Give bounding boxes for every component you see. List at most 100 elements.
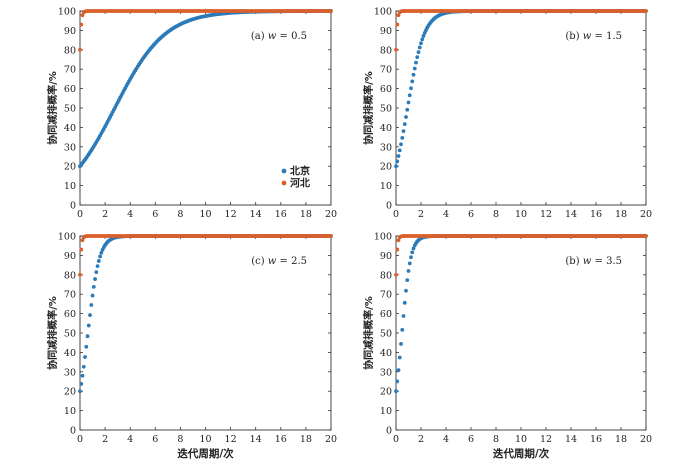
y-tick-label: 10 <box>64 181 76 192</box>
x-tick-label: 20 <box>325 434 337 445</box>
data-point <box>394 389 398 394</box>
y-tick-label: 50 <box>64 104 76 115</box>
y-tick-label: 40 <box>380 123 392 134</box>
x-tick-label: 2 <box>418 434 424 445</box>
panel-annotation: (c) w = 2.5 <box>251 256 307 267</box>
x-tick-label: 4 <box>127 434 133 445</box>
data-point <box>98 254 102 259</box>
data-point <box>409 255 413 260</box>
data-point <box>395 379 400 384</box>
data-point <box>406 100 411 105</box>
data-point <box>78 272 82 277</box>
data-point <box>81 364 86 369</box>
x-tick-label: 4 <box>443 434 449 445</box>
y-axis-label: 协同减排概率/% <box>46 71 59 145</box>
x-tick-label: 2 <box>102 209 108 220</box>
y-tick-label: 50 <box>380 104 392 115</box>
y-tick-label: 80 <box>64 270 76 281</box>
y-axis-label: 协同减排概率/% <box>46 296 59 370</box>
x-tick-label: 12 <box>540 434 552 445</box>
data-point <box>416 50 421 54</box>
y-tick-label: 60 <box>380 309 392 320</box>
y-axis-label: 协同减排概率/% <box>362 71 375 145</box>
y-tick-label: 10 <box>380 181 392 192</box>
legend-marker <box>281 180 287 186</box>
y-tick-label: 70 <box>64 65 76 76</box>
y-tick-label: 70 <box>380 65 392 76</box>
y-tick-label: 60 <box>380 84 392 95</box>
y-tick-label: 100 <box>374 232 392 243</box>
y-tick-label: 100 <box>58 232 76 243</box>
x-axis-label: 迭代周期/次 <box>177 447 234 460</box>
y-tick-label: 0 <box>70 201 76 212</box>
data-point <box>80 13 85 18</box>
x-tick-label: 14 <box>250 209 262 220</box>
data-point <box>397 355 402 360</box>
x-tick-label: 12 <box>540 209 552 220</box>
x-tick-label: 20 <box>640 434 652 445</box>
legend-marker <box>281 168 287 174</box>
data-point <box>96 259 101 263</box>
x-tick-label: 8 <box>177 209 183 220</box>
data-point <box>79 382 84 386</box>
panel-annotation: (b) w = 1.5 <box>565 31 622 42</box>
data-point <box>404 115 408 119</box>
data-point <box>407 93 412 98</box>
data-point <box>83 355 87 359</box>
data-point <box>395 247 400 252</box>
data-point <box>402 122 407 127</box>
data-point <box>401 314 406 318</box>
data-point <box>399 142 403 147</box>
y-tick-label: 40 <box>64 348 76 359</box>
x-tick-label: 14 <box>250 434 262 445</box>
data-point <box>405 278 410 282</box>
data-point <box>421 34 426 38</box>
x-tick-label: 6 <box>468 434 474 445</box>
x-tick-label: 10 <box>199 209 211 220</box>
x-tick-label: 8 <box>493 434 499 445</box>
y-tick-label: 20 <box>64 162 76 173</box>
data-point <box>86 323 91 328</box>
data-point <box>394 272 398 277</box>
y-tick-label: 30 <box>64 367 76 378</box>
x-tick-label: 0 <box>77 434 83 445</box>
data-point <box>394 164 398 169</box>
data-point <box>395 159 400 164</box>
legend-label: 北京 <box>290 165 310 178</box>
y-tick-label: 50 <box>64 329 76 340</box>
panel-annotation: (a) w = 0.5 <box>251 31 307 42</box>
y-tick-label: 70 <box>64 290 76 301</box>
series-hebei <box>78 9 333 52</box>
y-tick-label: 10 <box>380 406 392 417</box>
data-point <box>409 86 413 91</box>
x-tick-label: 0 <box>77 209 83 220</box>
x-tick-label: 20 <box>640 209 652 220</box>
y-tick-label: 100 <box>58 7 76 18</box>
x-tick-label: 18 <box>300 209 312 220</box>
x-tick-label: 0 <box>393 209 399 220</box>
x-tick-label: 10 <box>515 434 527 445</box>
data-point <box>396 368 401 373</box>
data-point <box>396 154 401 158</box>
data-point <box>80 373 85 378</box>
y-tick-label: 70 <box>380 290 392 301</box>
y-tick-label: 40 <box>64 123 76 134</box>
data-point <box>78 389 82 394</box>
x-tick-label: 18 <box>300 434 312 445</box>
x-tick-label: 4 <box>127 209 133 220</box>
data-point <box>395 22 400 27</box>
x-tick-label: 16 <box>275 209 287 220</box>
data-point <box>85 334 90 339</box>
series-hebei <box>394 234 648 277</box>
x-tick-label: 10 <box>199 434 211 445</box>
data-point <box>410 250 415 255</box>
y-tick-label: 90 <box>64 26 76 37</box>
data-point <box>79 247 84 252</box>
data-point <box>415 55 420 60</box>
data-point <box>401 129 406 134</box>
y-tick-label: 90 <box>380 26 392 37</box>
y-tick-label: 50 <box>380 329 392 340</box>
data-point <box>89 303 94 307</box>
